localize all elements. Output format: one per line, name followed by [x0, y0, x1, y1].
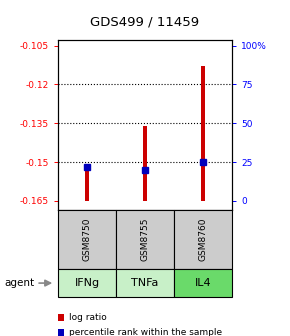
- Text: GSM8760: GSM8760: [198, 218, 208, 261]
- Text: GSM8755: GSM8755: [140, 218, 150, 261]
- Bar: [201, 66, 205, 201]
- Text: TNFa: TNFa: [131, 278, 159, 288]
- Text: GSM8750: GSM8750: [82, 218, 92, 261]
- Bar: [143, 126, 147, 201]
- Bar: [85, 171, 89, 201]
- Text: percentile rank within the sample: percentile rank within the sample: [69, 328, 222, 336]
- Text: log ratio: log ratio: [69, 313, 106, 322]
- Text: IL4: IL4: [195, 278, 211, 288]
- Text: IFNg: IFNg: [75, 278, 99, 288]
- Text: agent: agent: [4, 278, 35, 288]
- Text: GDS499 / 11459: GDS499 / 11459: [90, 15, 200, 28]
